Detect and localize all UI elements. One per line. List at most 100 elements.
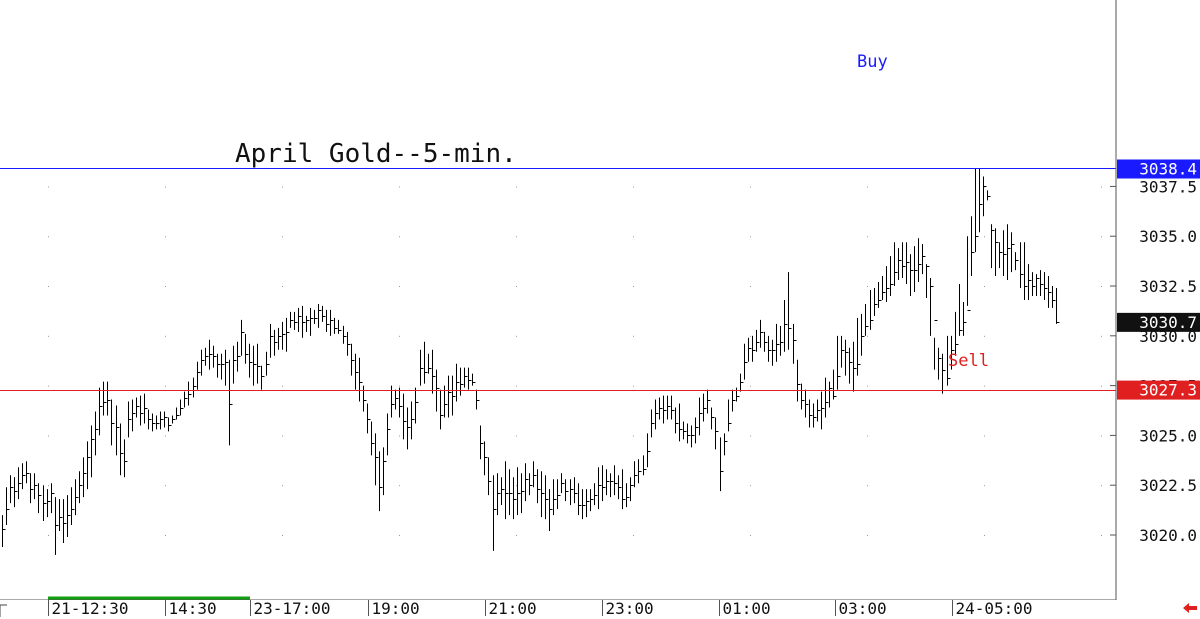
grid-dot [399,236,400,238]
grid-dot [48,485,49,487]
last-price-tag-label: 3030.7 [1139,313,1197,332]
x-tick-label: 23-17:00 [254,599,331,618]
grid-dot [516,186,517,188]
sell-price-tag-label: 3027.3 [1139,381,1197,400]
grid-dot [48,335,49,337]
grid-dot [867,335,868,337]
grid-dot [984,435,985,437]
buy-price-tag-box [1117,159,1200,179]
grid-dot [633,186,634,188]
grid-dot [399,435,400,437]
grid-dot [516,236,517,238]
grid-dot [516,335,517,337]
grid-dot [633,535,634,536]
grid-dot [516,385,517,387]
grid-dot [867,286,868,288]
grid-dot [1101,385,1102,387]
grid-dot [516,485,517,487]
grid-dot [867,485,868,487]
grid-dot [1101,286,1102,288]
grid-dot [165,485,166,487]
grid-dot [867,385,868,387]
grid-dot [48,186,49,188]
grid-dot [165,335,166,337]
grid-dot [282,485,283,487]
grid-dot [399,335,400,337]
grid-dot [48,286,49,288]
grid-dot [984,335,985,337]
grid-dot [1101,236,1102,238]
x-axis-ticks: 21-12:30 14:30 23-17:00 19:00 21:00 23:00 01:0… [48,599,1033,618]
grid-dot [399,385,400,387]
level-lines [0,168,1116,391]
grid-dot [282,535,283,536]
grid-dot [750,485,751,487]
x-tick-label: 03:00 [839,599,887,618]
grid-dot [867,236,868,238]
grid-dot [165,385,166,387]
grid-dot [633,236,634,238]
grid-dot [282,236,283,238]
x-tick-label: 01:00 [723,599,771,618]
grid-dot [282,435,283,437]
grid-dot [165,236,166,238]
grid-dot [48,535,49,536]
grid-dot [399,535,400,536]
grid-dot [867,186,868,188]
x-tick-label: 21-12:30 [52,599,129,618]
x-tick-label: 24-05:00 [956,599,1033,618]
grid-dot [984,286,985,288]
sell-price-tag-box [1117,380,1200,400]
grid-dot [750,186,751,188]
grid-dot [984,535,985,536]
grid-dot [48,435,49,437]
grid-dot [984,485,985,487]
grid-dot [282,186,283,188]
buy-label: Buy [857,52,888,72]
grid-dot [633,335,634,337]
grid-dot [1101,485,1102,487]
grid-dot [516,286,517,288]
y-tick-label: 3020.0 [1139,526,1197,545]
x-tick-label: 23:00 [606,599,654,618]
x-tick-label: 14:30 [169,599,217,618]
grid-dot [399,485,400,487]
grid-dot [750,385,751,387]
grid-dot [867,435,868,437]
y-tick-label: 3025.0 [1139,426,1197,445]
grid-dot [984,236,985,238]
last-price-tag-box [1117,312,1200,332]
grid-dot [750,335,751,337]
x-tick-label: 21:00 [489,599,537,618]
grid-dot [750,435,751,437]
grid-dot [984,385,985,387]
grid-dot [165,186,166,188]
grid-dot [48,385,49,387]
grid-dot [516,535,517,536]
price-tags: 3038.4 3027.3 3030.7 [1117,159,1200,400]
grid-dot [633,435,634,437]
grid-dot [165,286,166,288]
left-arrow-icon[interactable] [1183,603,1197,613]
grid-dot [633,385,634,387]
grid-dot [750,286,751,288]
y-tick-label: 3022.5 [1139,476,1197,495]
grid-dot [399,186,400,188]
price-bars [2,168,1060,555]
y-axis-background [1116,0,1200,600]
x-axis-background [0,600,1200,619]
scroll-corner[interactable] [0,604,7,617]
grid-dot [1101,186,1102,188]
grid-dot [1101,535,1102,536]
grid-dot [516,435,517,437]
grid-dot [750,236,751,238]
grid-dot [48,236,49,238]
buy-price-tag-label: 3038.4 [1139,159,1197,178]
x-tick-label: 19:00 [372,599,420,618]
sell-label: Sell [948,351,989,371]
grid-dot [399,286,400,288]
grid-dot [282,286,283,288]
y-tick-label: 3035.0 [1139,227,1197,246]
y-tick-label: 3032.5 [1139,277,1197,296]
